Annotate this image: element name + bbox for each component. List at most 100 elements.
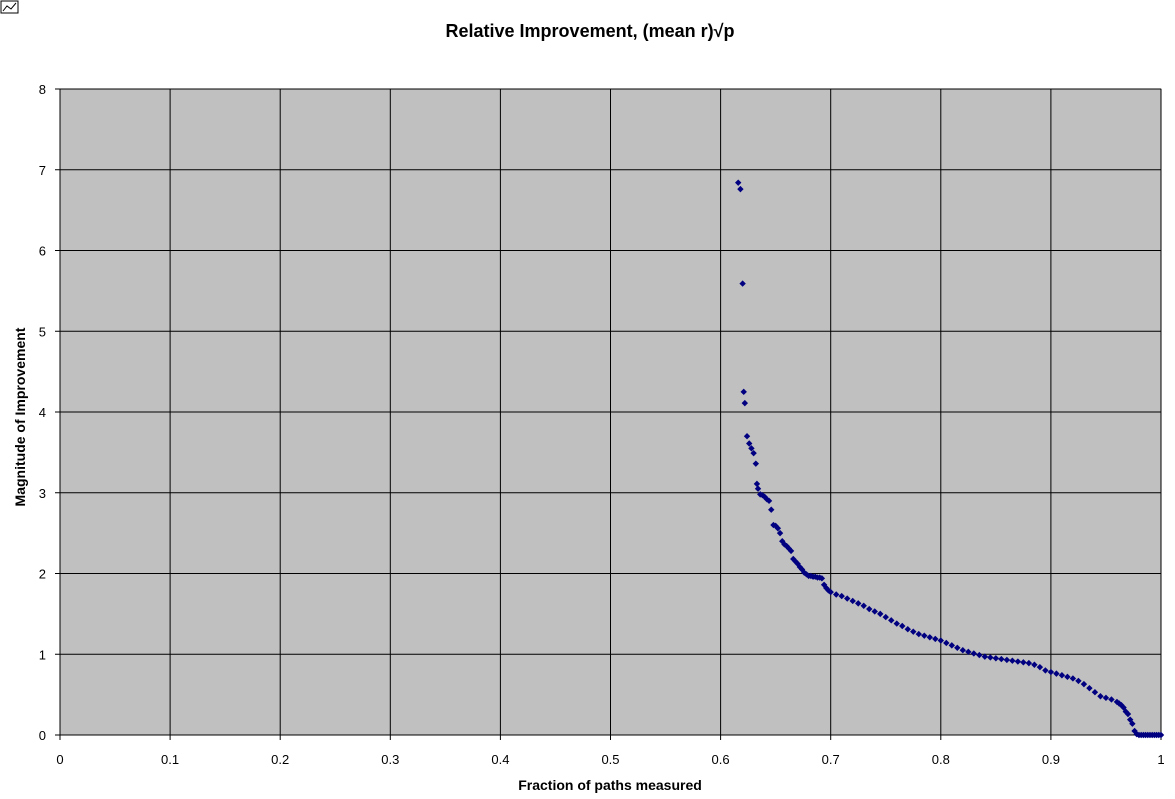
y-tick-label: 4 [39,405,46,420]
data-point [794,560,801,568]
y-tick-label: 7 [39,163,46,178]
data-point [1113,698,1121,706]
data-point [1080,680,1088,688]
y-axis-title: Magnitude of Improvement [12,327,28,506]
data-point [753,480,761,488]
data-point [943,639,950,647]
data-point [737,185,744,193]
chart-title: Relative Improvement, (mean r)√p [446,21,735,41]
data-point [838,592,845,600]
data-point [1047,668,1055,676]
data-point [998,655,1005,663]
x-tick-label: 0.9 [1042,752,1060,767]
data-point [1086,684,1093,692]
data-point [785,545,793,552]
data-point [915,630,922,638]
data-point [1126,716,1134,723]
data-point [1122,708,1129,715]
data-point [849,597,856,605]
data-point [1064,673,1071,681]
x-tick-label: 1 [1157,752,1164,767]
data-point [1025,659,1033,667]
data-point [774,525,782,532]
data-point [1069,675,1077,682]
data-point [739,280,746,287]
data-point [776,529,784,537]
data-point [1108,696,1115,703]
data-point [798,566,806,573]
data-point [743,433,751,440]
data-point [783,542,790,550]
data-point [796,563,804,571]
data-point [750,449,757,457]
data-point [981,653,989,660]
data-point [888,617,895,624]
data-point [787,547,795,555]
data-point [959,647,967,654]
data-point [932,635,939,643]
data-point [768,506,775,513]
data-point [893,620,900,627]
data-point [765,497,773,505]
data-point [1097,693,1104,700]
data-point [866,605,873,613]
data-point [823,584,830,592]
data-point [741,399,749,407]
x-axis-title: Fraction of paths measured [518,777,702,793]
data-point [1020,659,1027,666]
data-point [954,644,961,651]
data-point [740,388,747,396]
data-point [1102,694,1110,702]
data-point [855,600,862,607]
x-tick-label: 0.4 [491,752,509,767]
data-point [1009,657,1016,664]
data-point [1031,661,1038,668]
data-point [1129,720,1136,727]
y-tick-label: 2 [39,567,46,582]
y-tick-label: 6 [39,244,46,259]
data-point [1157,731,1165,739]
data-point [825,587,832,594]
data-point [1124,710,1132,718]
data-point [1091,689,1099,696]
data-point [779,538,786,545]
data-point [1118,701,1125,709]
data-point [1115,700,1123,707]
x-tick-label: 0.1 [161,752,179,767]
x-tick-label: 0.8 [932,752,950,767]
data-point [752,460,760,467]
x-tick-label: 0.6 [712,752,730,767]
data-point [1075,677,1082,685]
data-point [987,654,994,661]
data-point [772,522,779,530]
chart-thumbnail-icon [0,0,19,14]
data-point [976,651,983,659]
data-point [818,575,826,582]
gridlines [55,88,1162,740]
y-tick-label: 3 [39,486,46,501]
data-point [1058,672,1066,679]
data-point [754,485,762,492]
x-tick-label: 0 [56,752,63,767]
data-point [1053,670,1060,677]
y-tick-label: 5 [39,324,46,339]
data-point [735,179,742,186]
data-point [827,588,834,596]
data-point [882,613,889,621]
data-point [1120,704,1127,711]
data-point [992,655,1000,662]
data-point [926,634,933,641]
data-point [748,445,755,452]
data-point [921,632,928,639]
data-point [904,626,911,633]
data-point [910,628,917,635]
data-point [1014,658,1022,665]
data-point [965,648,972,656]
x-tick-label: 0.3 [381,752,399,767]
data-point [1042,667,1049,674]
data-point [844,595,851,602]
data-points [735,179,1165,739]
data-point [871,608,878,615]
x-tick-label: 0.5 [601,752,619,767]
